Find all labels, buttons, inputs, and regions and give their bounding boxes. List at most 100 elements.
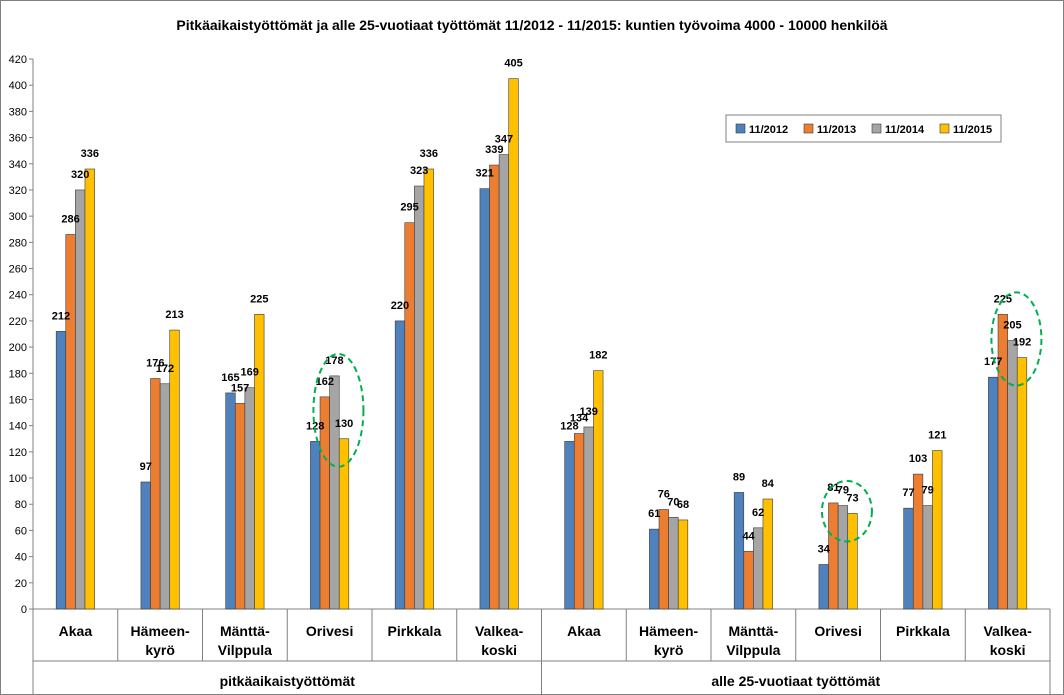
bar bbox=[65, 234, 76, 610]
legend-swatch bbox=[803, 123, 814, 134]
category-label: Hämeen- bbox=[639, 623, 698, 639]
category-label: kyrö bbox=[654, 642, 684, 658]
data-label: 139 bbox=[579, 406, 597, 418]
bar bbox=[84, 168, 95, 610]
legend: 11/2012 11/2013 11/2014 11/2015 bbox=[725, 114, 1002, 143]
data-label: 177 bbox=[984, 356, 1002, 368]
legend-swatch bbox=[939, 123, 950, 134]
bar bbox=[593, 370, 604, 610]
data-label: 192 bbox=[1013, 337, 1031, 349]
bar bbox=[1016, 357, 1028, 610]
data-label: 34 bbox=[818, 543, 831, 555]
bar bbox=[573, 433, 585, 610]
y-tick-label: 300 bbox=[9, 211, 27, 223]
bar bbox=[140, 481, 151, 610]
category-label: Akaa bbox=[567, 623, 601, 639]
bar bbox=[903, 507, 914, 610]
data-label: 321 bbox=[476, 168, 494, 180]
data-label: 339 bbox=[485, 144, 503, 156]
bar bbox=[254, 314, 265, 610]
data-label: 103 bbox=[909, 453, 927, 465]
data-label: 89 bbox=[733, 471, 745, 483]
y-tick-label: 40 bbox=[15, 552, 27, 564]
category-label: Hämeen- bbox=[131, 623, 190, 639]
category-label: koski bbox=[990, 642, 1026, 658]
data-label: 336 bbox=[81, 148, 99, 160]
data-label: 169 bbox=[241, 367, 259, 379]
data-label: 134 bbox=[570, 413, 589, 425]
bar bbox=[338, 438, 350, 610]
data-label: 157 bbox=[231, 382, 249, 394]
highlight-ellipse bbox=[820, 479, 873, 543]
bar bbox=[159, 383, 171, 610]
bar bbox=[932, 450, 943, 610]
y-tick-label: 380 bbox=[9, 106, 27, 118]
data-label: 68 bbox=[677, 499, 689, 511]
bar bbox=[169, 329, 180, 610]
bar bbox=[234, 403, 246, 610]
highlight-circles bbox=[312, 291, 1043, 543]
bar bbox=[762, 498, 773, 610]
y-tick-label: 200 bbox=[9, 342, 27, 354]
data-label: 172 bbox=[156, 363, 174, 375]
y-tick-label: 220 bbox=[9, 316, 27, 328]
data-label: 81 bbox=[827, 482, 839, 494]
bar bbox=[658, 509, 669, 610]
bar bbox=[489, 164, 500, 610]
bar bbox=[649, 528, 660, 610]
category-label: Valkea- bbox=[983, 623, 1032, 639]
highlight-ellipse bbox=[312, 352, 365, 468]
y-tick-label: 420 bbox=[9, 54, 27, 66]
data-label: 121 bbox=[928, 430, 946, 442]
bar bbox=[922, 505, 933, 610]
bar bbox=[733, 492, 745, 610]
y-tick-label: 240 bbox=[9, 290, 27, 302]
category-label: Pirkkala bbox=[388, 623, 442, 639]
bar bbox=[150, 378, 161, 610]
data-label: 220 bbox=[391, 300, 409, 312]
category-label: Vilppula bbox=[218, 642, 272, 658]
bar bbox=[225, 392, 236, 610]
legend-box bbox=[725, 114, 1002, 143]
bar bbox=[668, 517, 679, 610]
data-label: 79 bbox=[922, 485, 934, 497]
data-label: 212 bbox=[52, 310, 70, 322]
data-label: 323 bbox=[410, 165, 428, 177]
data-label: 128 bbox=[306, 420, 324, 432]
data-label: 61 bbox=[648, 508, 660, 520]
category-label: Mänttä- bbox=[728, 623, 778, 639]
category-label: kyrö bbox=[145, 642, 175, 658]
group-label: pitkäaikaistyöttömät bbox=[220, 673, 356, 689]
data-label: 405 bbox=[504, 58, 522, 70]
data-label: 176 bbox=[146, 358, 164, 370]
category-axis: Akaa Hämeen-kyrö Mänttä- Vilppula Orivesi Pir… bbox=[32, 609, 1051, 695]
legend-label: 11/2013 bbox=[817, 124, 856, 136]
bar bbox=[329, 375, 340, 610]
bar bbox=[1007, 340, 1018, 610]
bar bbox=[677, 519, 689, 610]
category-label: Orivesi bbox=[814, 623, 861, 639]
bar bbox=[498, 154, 510, 610]
bar bbox=[479, 188, 490, 610]
data-label: 225 bbox=[250, 293, 268, 305]
category-label: Orivesi bbox=[306, 623, 353, 639]
legend-swatch bbox=[871, 123, 882, 134]
y-tick-label: 0 bbox=[21, 604, 27, 616]
data-label: 162 bbox=[316, 376, 334, 388]
bar bbox=[508, 78, 519, 610]
category-label: Mänttä- bbox=[220, 623, 270, 639]
bar bbox=[847, 513, 858, 610]
bar bbox=[583, 426, 594, 610]
bar bbox=[404, 222, 415, 610]
group-label: alle 25-vuotiaat työttömät bbox=[711, 673, 880, 689]
legend-label: 11/2012 bbox=[749, 124, 788, 136]
data-label: 73 bbox=[846, 492, 858, 504]
data-label: 76 bbox=[658, 488, 670, 500]
bar bbox=[244, 387, 255, 610]
category-label: Pirkkala bbox=[896, 623, 950, 639]
category-label: Vilppula bbox=[726, 642, 780, 658]
bar bbox=[837, 505, 849, 610]
